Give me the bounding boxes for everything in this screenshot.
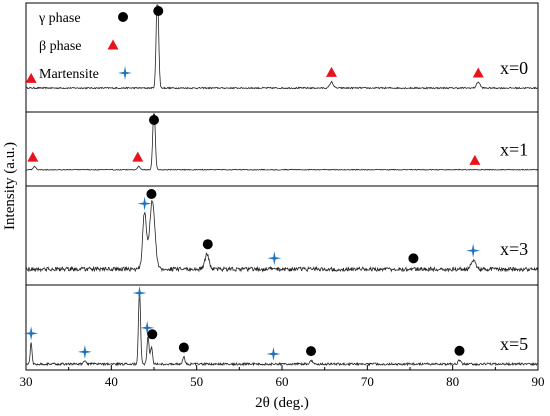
triangle-marker — [132, 151, 144, 162]
x-tick-label: 40 — [105, 374, 118, 389]
y-axis-label: Intensity (a.u.) — [2, 142, 18, 230]
star-marker — [137, 196, 152, 211]
phase-markers — [24, 6, 484, 361]
x-axis-ticks: 30 40 50 60 70 80 90 — [20, 365, 545, 389]
trace-line — [25, 291, 539, 367]
triangle-marker — [25, 72, 37, 83]
legend-label: Martensite — [39, 67, 99, 82]
series-label: x=3 — [500, 239, 528, 259]
star-marker — [267, 251, 282, 266]
star-legend-icon — [118, 66, 132, 80]
x-tick-label: 50 — [190, 374, 203, 389]
x-tick-label: 30 — [20, 374, 33, 389]
trace-line — [25, 200, 539, 273]
triangle-marker — [469, 154, 481, 165]
circle-marker — [147, 329, 158, 340]
circle-legend-icon — [118, 12, 128, 22]
legend-label: γ phase — [38, 11, 81, 26]
star-marker — [266, 347, 281, 361]
diffraction-traces — [25, 4, 539, 367]
legend-label: β phase — [39, 39, 82, 54]
circle-marker — [202, 239, 213, 250]
star-marker — [132, 286, 147, 300]
star-marker — [77, 344, 92, 359]
x-axis-label: 2θ (deg.) — [255, 395, 309, 411]
triangle-legend-icon — [107, 39, 119, 50]
triangle-marker — [325, 66, 337, 77]
circle-marker — [408, 253, 419, 264]
triangle-marker — [472, 67, 484, 78]
trace-line — [25, 4, 539, 90]
triangle-marker — [27, 151, 39, 162]
series-label: x=0 — [500, 58, 528, 78]
legend: γ phase β phase Martensite — [38, 11, 132, 82]
star-marker — [140, 320, 155, 335]
x-tick-label: 60 — [276, 374, 289, 389]
x-tick-label: 80 — [446, 374, 459, 389]
series-label: x=5 — [500, 334, 528, 354]
series-label: x=1 — [500, 140, 528, 160]
series-labels: x=0 x=1 x=3 x=5 — [500, 58, 528, 354]
panel-separators — [26, 111, 538, 286]
circle-marker — [306, 346, 317, 357]
circle-marker — [178, 342, 189, 353]
star-marker — [466, 243, 481, 258]
trace-line — [25, 113, 539, 171]
circle-marker — [454, 345, 465, 356]
circle-marker — [149, 115, 159, 125]
x-tick-label: 70 — [361, 374, 374, 389]
circle-marker — [153, 6, 164, 16]
circle-marker — [146, 189, 157, 199]
star-marker — [24, 326, 39, 341]
x-tick-label: 90 — [532, 374, 545, 389]
